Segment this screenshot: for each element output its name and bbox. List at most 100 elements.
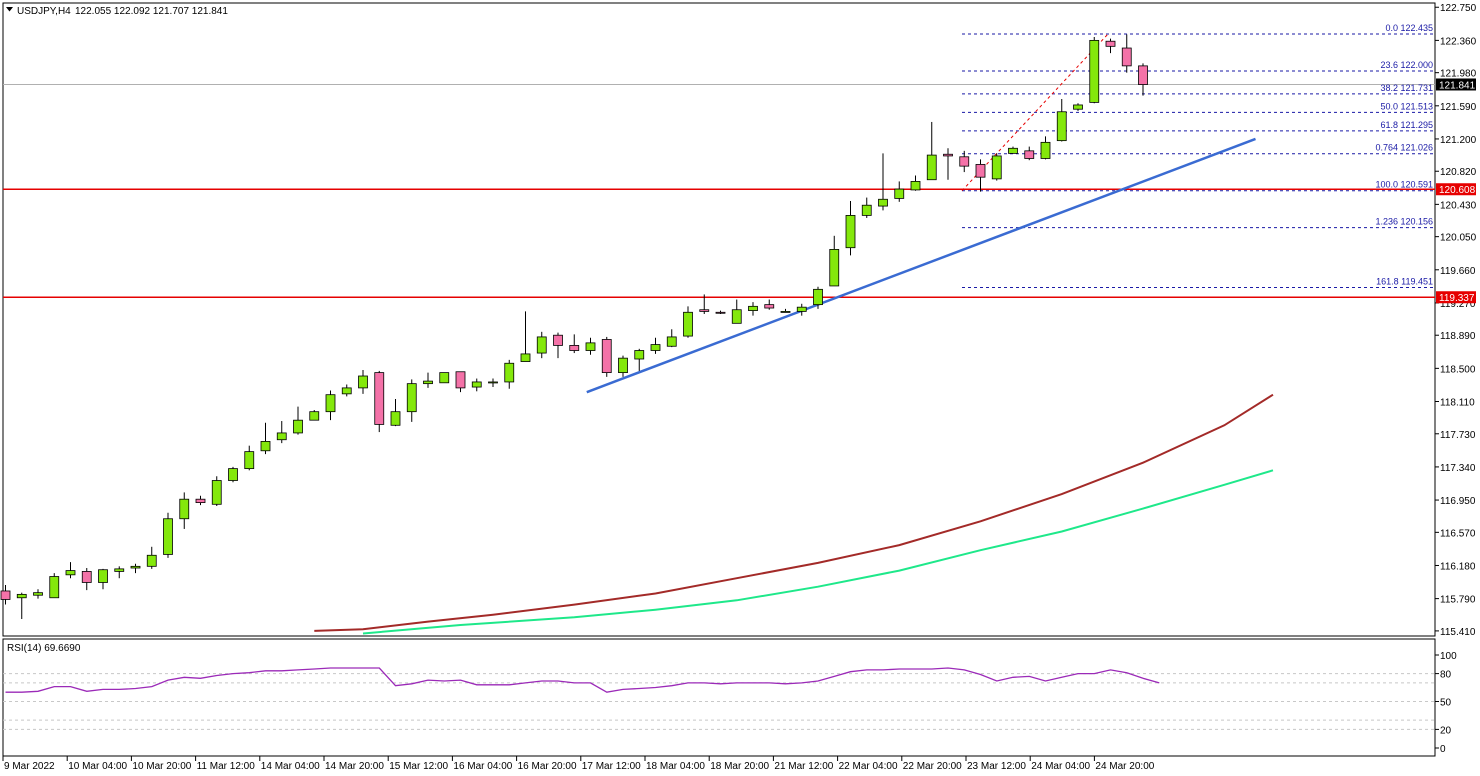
candle-body-bull bbox=[49, 576, 60, 599]
candle[interactable] bbox=[374, 370, 385, 433]
candle[interactable] bbox=[1089, 36, 1100, 104]
candle[interactable] bbox=[471, 378, 482, 392]
candle[interactable] bbox=[228, 466, 238, 483]
candle[interactable] bbox=[406, 379, 417, 422]
candle[interactable] bbox=[33, 589, 43, 599]
candle[interactable] bbox=[1105, 38, 1116, 54]
candle[interactable] bbox=[553, 332, 563, 359]
candle[interactable] bbox=[163, 512, 173, 558]
candle-body-bear bbox=[1105, 40, 1116, 47]
candle-body-bull bbox=[829, 249, 840, 287]
candle[interactable] bbox=[601, 336, 612, 377]
moving-average-slow bbox=[314, 393, 1274, 632]
candle[interactable] bbox=[796, 303, 807, 316]
candle[interactable] bbox=[878, 153, 888, 211]
candle[interactable] bbox=[861, 197, 872, 218]
candle[interactable] bbox=[390, 398, 401, 427]
candle-body-bull bbox=[423, 380, 433, 385]
candle[interactable] bbox=[910, 175, 921, 191]
candle-body-bull bbox=[309, 411, 320, 421]
candle-body-bear bbox=[1138, 65, 1148, 85]
candle[interactable] bbox=[98, 568, 108, 590]
candle[interactable] bbox=[211, 476, 222, 507]
candle[interactable] bbox=[1056, 99, 1067, 142]
candle[interactable] bbox=[1008, 146, 1018, 154]
candle[interactable] bbox=[16, 592, 27, 620]
candle[interactable] bbox=[975, 159, 986, 192]
candle[interactable] bbox=[1121, 34, 1132, 73]
candle[interactable] bbox=[926, 121, 937, 181]
candle[interactable] bbox=[114, 566, 125, 579]
time-tick-label: 14 Mar 20:00 bbox=[325, 761, 384, 772]
rsi-tick-label: 50 bbox=[1440, 698, 1452, 709]
candle[interactable] bbox=[536, 331, 547, 359]
candle[interactable] bbox=[130, 563, 141, 574]
candle[interactable] bbox=[1073, 103, 1083, 111]
candle[interactable] bbox=[634, 348, 645, 371]
candle[interactable] bbox=[699, 294, 710, 314]
candle[interactable] bbox=[504, 359, 515, 389]
candle[interactable] bbox=[65, 562, 76, 579]
candle[interactable] bbox=[585, 337, 596, 355]
candle[interactable] bbox=[683, 306, 693, 338]
candle-body-bear bbox=[553, 334, 563, 346]
fib-level-label: 100.0 120.591 bbox=[1375, 180, 1433, 190]
candle[interactable] bbox=[569, 334, 580, 354]
candle[interactable] bbox=[276, 421, 287, 444]
candle[interactable] bbox=[764, 299, 775, 310]
rsi-line[interactable] bbox=[5, 667, 1160, 693]
candle[interactable] bbox=[325, 390, 336, 421]
candle[interactable] bbox=[845, 200, 856, 256]
candle[interactable] bbox=[179, 492, 190, 529]
candle[interactable] bbox=[959, 150, 970, 173]
candle[interactable] bbox=[520, 311, 531, 362]
candle[interactable] bbox=[731, 299, 742, 324]
candle[interactable] bbox=[293, 406, 303, 435]
candle[interactable] bbox=[455, 371, 466, 393]
time-tick-label: 9 Mar 2022 bbox=[4, 761, 55, 772]
candle[interactable] bbox=[439, 372, 450, 384]
candle[interactable] bbox=[146, 546, 157, 569]
candle-body-bull bbox=[406, 383, 417, 413]
candle-body-bear bbox=[943, 153, 953, 157]
candle[interactable] bbox=[715, 310, 726, 314]
candle-body-bull bbox=[260, 441, 271, 452]
candle[interactable] bbox=[780, 308, 791, 313]
trendline[interactable] bbox=[586, 137, 1256, 394]
candle[interactable] bbox=[618, 355, 628, 377]
time-tick-label: 21 Mar 12:00 bbox=[774, 761, 833, 772]
candle[interactable] bbox=[1024, 146, 1035, 161]
candle-body-bull bbox=[910, 181, 921, 191]
price-tick-label: 118.890 bbox=[1440, 331, 1476, 342]
candle[interactable] bbox=[244, 445, 255, 471]
candle[interactable] bbox=[748, 302, 758, 316]
candle[interactable] bbox=[943, 148, 953, 180]
candle[interactable] bbox=[0, 585, 11, 605]
candle[interactable] bbox=[358, 370, 368, 394]
candle[interactable] bbox=[81, 568, 92, 591]
candle[interactable] bbox=[813, 286, 823, 309]
candle[interactable] bbox=[829, 235, 840, 287]
candle-body-bull bbox=[520, 353, 531, 362]
candle[interactable] bbox=[488, 378, 498, 388]
candle[interactable] bbox=[341, 384, 352, 397]
candle[interactable] bbox=[650, 337, 661, 354]
candle[interactable] bbox=[894, 181, 905, 202]
candle-body-bull bbox=[813, 288, 823, 306]
candle-body-bull bbox=[33, 592, 43, 596]
candle[interactable] bbox=[1138, 63, 1148, 96]
candle[interactable] bbox=[309, 409, 320, 421]
rsi-panel[interactable] bbox=[2, 638, 1436, 757]
candle[interactable] bbox=[260, 422, 271, 455]
candle[interactable] bbox=[49, 573, 60, 599]
candle[interactable] bbox=[666, 329, 677, 348]
candle[interactable] bbox=[195, 495, 206, 506]
price-panel[interactable] bbox=[2, 2, 1436, 637]
triangle-down-icon[interactable] bbox=[6, 7, 13, 12]
price-tick-label: 116.180 bbox=[1440, 561, 1476, 572]
candle[interactable] bbox=[991, 153, 1002, 181]
candle[interactable] bbox=[1040, 136, 1051, 160]
candle[interactable] bbox=[423, 372, 433, 388]
time-tick-label: 22 Mar 04:00 bbox=[839, 761, 898, 772]
